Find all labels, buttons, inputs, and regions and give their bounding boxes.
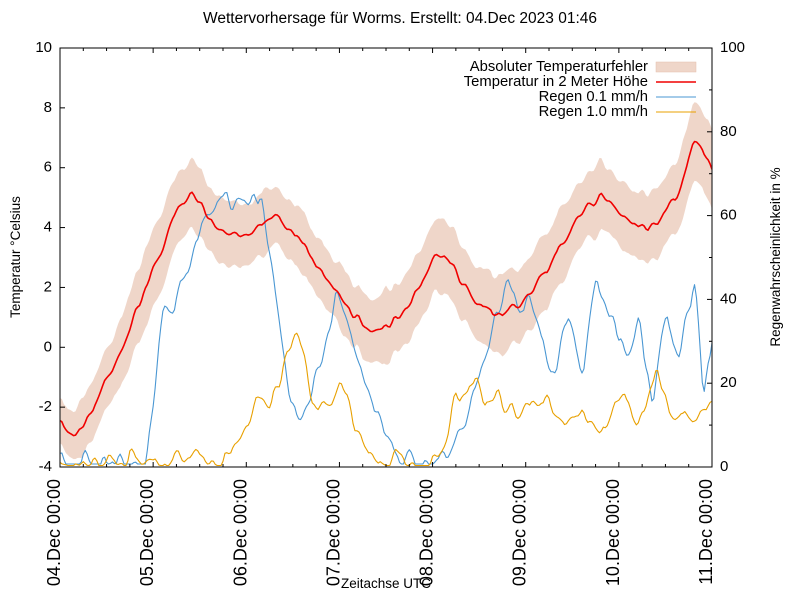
svg-text:Temperatur in 2 Meter Höhe: Temperatur in 2 Meter Höhe xyxy=(464,74,648,90)
svg-text:Regen 0.1 mm/h: Regen 0.1 mm/h xyxy=(539,89,648,105)
svg-text:0: 0 xyxy=(44,338,52,355)
svg-text:60: 60 xyxy=(720,207,737,224)
svg-text:20: 20 xyxy=(720,374,737,391)
svg-text:2: 2 xyxy=(44,278,52,295)
svg-text:Wettervorhersage für Worms. Er: Wettervorhersage für Worms. Erstellt: 04… xyxy=(203,10,597,27)
svg-text:4: 4 xyxy=(44,219,52,236)
svg-text:-4: -4 xyxy=(39,458,52,475)
svg-text:6: 6 xyxy=(44,159,52,176)
svg-text:09.Dec 00:00: 09.Dec 00:00 xyxy=(510,479,530,586)
svg-text:11.Dec 00:00: 11.Dec 00:00 xyxy=(696,479,716,585)
svg-text:10: 10 xyxy=(35,39,52,56)
svg-text:-2: -2 xyxy=(39,398,52,415)
svg-text:8: 8 xyxy=(44,99,52,116)
svg-text:05.Dec 00:00: 05.Dec 00:00 xyxy=(137,479,157,586)
svg-text:100: 100 xyxy=(720,39,745,56)
svg-text:Regenwahrscheinlichkeit in %: Regenwahrscheinlichkeit in % xyxy=(768,167,783,346)
svg-text:04.Dec 00:00: 04.Dec 00:00 xyxy=(44,479,64,586)
svg-text:Temperatur °Celsius: Temperatur °Celsius xyxy=(8,196,23,318)
svg-text:80: 80 xyxy=(720,123,737,140)
svg-text:Zeitachse UTC: Zeitachse UTC xyxy=(341,576,431,591)
svg-text:40: 40 xyxy=(720,290,737,307)
svg-text:0: 0 xyxy=(720,458,728,475)
svg-text:10.Dec 00:00: 10.Dec 00:00 xyxy=(603,479,623,586)
svg-text:Regen 1.0 mm/h: Regen 1.0 mm/h xyxy=(539,104,648,120)
svg-text:Absoluter Temperaturfehler: Absoluter Temperaturfehler xyxy=(470,59,648,75)
svg-text:06.Dec 00:00: 06.Dec 00:00 xyxy=(230,479,250,586)
svg-text:08.Dec 00:00: 08.Dec 00:00 xyxy=(417,479,437,586)
svg-text:07.Dec 00:00: 07.Dec 00:00 xyxy=(323,479,343,586)
